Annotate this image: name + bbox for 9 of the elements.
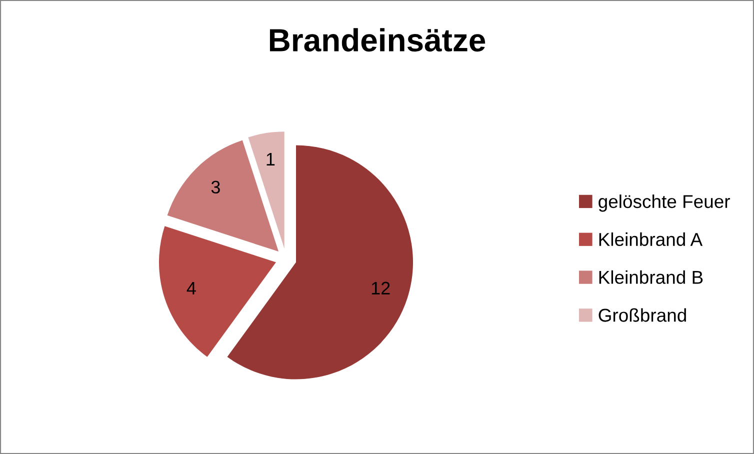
data-label: 1	[266, 153, 275, 166]
legend-label: gelöschte Feuer	[598, 194, 730, 212]
legend-label: Großbrand	[598, 308, 686, 322]
data-label: 4	[186, 282, 196, 294]
data-label: 3	[211, 180, 220, 194]
legend-label: Kleinbrand B	[599, 270, 703, 284]
data-label: 12	[372, 282, 390, 294]
chart-title: Brandeinsätze	[270, 28, 486, 52]
legend-label: Kleinbrand A	[599, 232, 703, 246]
